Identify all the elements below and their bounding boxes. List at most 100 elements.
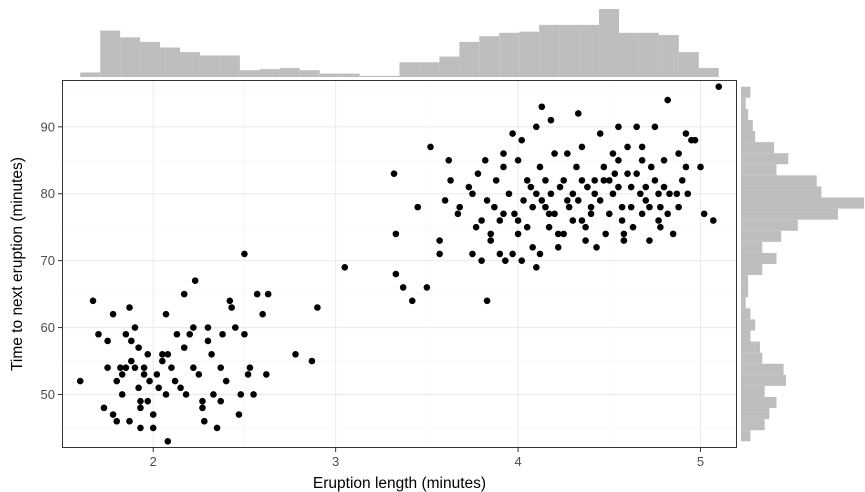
x-histogram-bar xyxy=(379,75,400,77)
data-point xyxy=(691,136,699,144)
x-histogram-bar xyxy=(519,31,540,78)
data-point xyxy=(454,210,462,218)
data-point xyxy=(191,277,199,285)
data-point xyxy=(651,177,659,184)
y-histogram-bar xyxy=(741,97,746,109)
data-point xyxy=(168,364,175,372)
data-point xyxy=(551,210,558,218)
y-histogram-bar xyxy=(741,264,763,276)
x-axis: 2 3 4 5 xyxy=(150,448,704,469)
x-histogram-bar xyxy=(299,70,320,77)
data-point xyxy=(574,197,582,204)
data-point xyxy=(250,391,257,398)
data-point xyxy=(533,264,540,271)
y-histogram-bar xyxy=(741,186,822,198)
data-point xyxy=(554,230,562,238)
data-point xyxy=(542,177,549,184)
x-histogram-bar xyxy=(419,62,440,77)
x-tick-label: 3 xyxy=(332,454,339,469)
data-point xyxy=(657,223,664,231)
y-histogram-bar xyxy=(741,330,751,342)
data-point xyxy=(574,110,582,117)
y-histogram-bar xyxy=(741,164,777,176)
data-point xyxy=(715,83,723,90)
data-point xyxy=(204,337,212,345)
data-point xyxy=(445,156,453,164)
data-point xyxy=(113,377,121,385)
data-point xyxy=(587,203,595,211)
data-point xyxy=(578,177,586,184)
data-point xyxy=(624,170,631,177)
data-point xyxy=(505,190,513,198)
data-point xyxy=(137,424,144,432)
x-histogram-bar xyxy=(559,24,580,77)
data-point xyxy=(100,404,108,412)
gridlines xyxy=(62,80,737,448)
data-point xyxy=(533,190,540,198)
data-point xyxy=(669,230,677,238)
data-point xyxy=(213,424,221,432)
data-point xyxy=(615,183,622,191)
data-point xyxy=(500,210,507,218)
data-point xyxy=(647,163,655,171)
data-point xyxy=(545,223,553,231)
data-point xyxy=(682,130,690,137)
data-point xyxy=(199,397,206,405)
x-histogram-bar xyxy=(499,32,520,77)
data-point xyxy=(232,324,239,331)
data-point xyxy=(518,257,526,264)
data-point xyxy=(441,197,449,204)
data-point xyxy=(144,397,152,405)
data-point xyxy=(666,190,673,198)
data-point xyxy=(244,371,252,378)
data-point xyxy=(126,417,133,425)
data-point xyxy=(76,377,84,385)
x-histogram-bar xyxy=(80,72,101,77)
data-point xyxy=(308,357,316,365)
data-point xyxy=(664,210,671,218)
y-tick-label: 90 xyxy=(41,119,55,134)
x-histogram-bar xyxy=(339,73,360,77)
data-point xyxy=(126,304,133,311)
x-histogram-bar xyxy=(658,35,679,77)
data-point xyxy=(186,330,194,338)
data-point xyxy=(408,297,416,305)
data-point xyxy=(615,123,622,131)
data-point xyxy=(697,163,704,171)
y-histogram-bar xyxy=(741,385,765,397)
data-point xyxy=(241,250,248,258)
data-point xyxy=(237,391,245,398)
y-histogram-bar xyxy=(741,430,751,442)
data-point xyxy=(509,130,516,137)
data-point xyxy=(620,237,628,244)
data-point xyxy=(228,304,235,311)
data-point xyxy=(264,290,272,298)
data-point xyxy=(678,177,686,184)
data-point xyxy=(263,371,270,378)
data-point xyxy=(564,197,571,204)
data-point xyxy=(664,96,671,104)
y-tick-label: 70 xyxy=(41,253,55,268)
y-histogram-bar xyxy=(741,408,770,420)
y-histogram-bar xyxy=(741,108,749,120)
data-point xyxy=(536,250,544,258)
data-point xyxy=(633,123,640,131)
data-point xyxy=(204,324,212,331)
data-point xyxy=(611,170,619,177)
data-point xyxy=(465,183,473,191)
data-points xyxy=(76,83,723,445)
data-point xyxy=(427,143,434,151)
y-histogram-bar xyxy=(741,363,784,375)
y-histogram-bar xyxy=(741,230,782,242)
data-point xyxy=(582,223,589,231)
x-histogram-bar xyxy=(279,67,300,77)
data-point xyxy=(292,351,299,358)
y-axis-title: Time to next eruption (minutes) xyxy=(9,157,26,371)
data-point xyxy=(149,424,157,432)
plot-panel xyxy=(62,80,737,448)
data-point xyxy=(149,411,157,418)
data-point xyxy=(89,297,97,305)
data-point xyxy=(620,230,628,238)
